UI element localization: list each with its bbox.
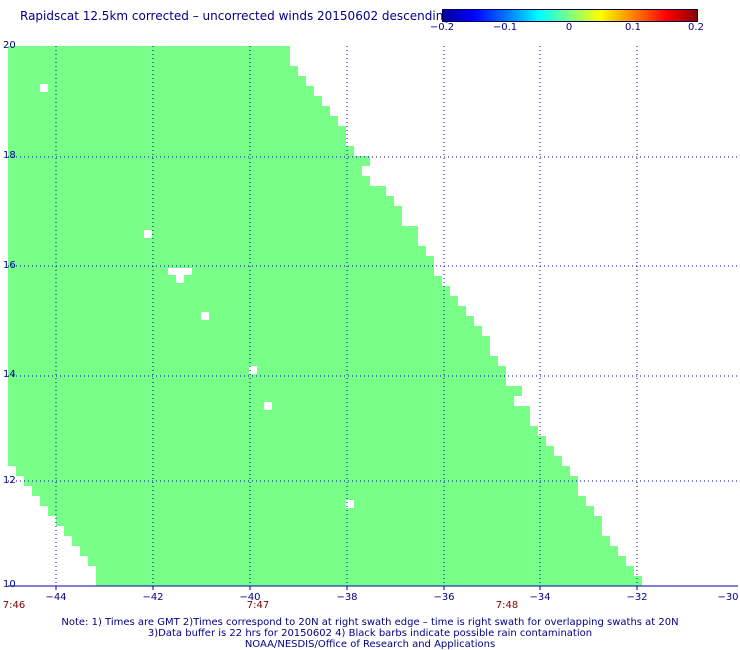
time-label: 7:47 [246, 600, 270, 611]
colorbar-tick: 0.1 [625, 22, 641, 33]
data-gap [201, 312, 209, 320]
lon-label: −32 [626, 592, 648, 603]
time-label: 7:48 [495, 600, 519, 611]
colorbar [442, 9, 698, 22]
footnote-line-3: NOAA/NESDIS/Office of Research and Appli… [244, 639, 496, 650]
bottom-axis-ticks [55, 586, 638, 590]
footnote-line-2: 3)Data buffer is 22 hrs for 20150602 4) … [147, 628, 593, 639]
lat-label-12: 12 [3, 475, 16, 486]
graticule [8, 46, 738, 586]
data-gap [144, 230, 152, 238]
page-title: Rapidscat 12.5km corrected – uncorrected… [20, 9, 451, 23]
lon-label: −38 [336, 592, 358, 603]
lat-label-16: 16 [3, 260, 16, 271]
data-gap [249, 366, 257, 374]
data-gap [40, 84, 48, 92]
lon-label: −40 [239, 592, 261, 603]
lat-label-20: 20 [3, 40, 16, 51]
footnote-line-1: Note: 1) Times are GMT 2)Times correspon… [61, 617, 679, 628]
data-gap [176, 275, 184, 283]
colorbar-tick: 0.2 [688, 22, 704, 33]
time-label: 7:46 [2, 600, 26, 611]
lat-label-18: 18 [3, 150, 16, 161]
data-gap [264, 402, 272, 410]
colorbar-tick: −0.2 [429, 22, 455, 33]
colorbar-tick: 0 [565, 22, 573, 33]
swath-data-region [8, 46, 642, 586]
lon-label: −36 [433, 592, 455, 603]
data-gap [168, 268, 192, 275]
data-gaps [40, 84, 354, 508]
lon-label: −34 [529, 592, 551, 603]
colorbar-tick: −0.1 [492, 22, 518, 33]
lat-label-10: 10 [3, 579, 16, 590]
lon-label: −30 [717, 592, 739, 603]
lon-label: −42 [142, 592, 164, 603]
lat-label-14: 14 [3, 369, 16, 380]
lon-label: −44 [45, 592, 67, 603]
data-gap [346, 500, 354, 508]
